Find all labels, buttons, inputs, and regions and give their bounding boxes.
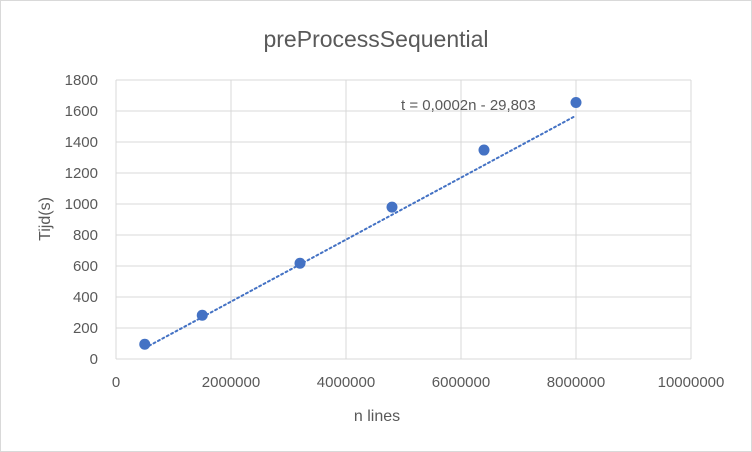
grid: [115, 79, 692, 360]
x-tick-label: 10000000: [658, 374, 725, 391]
y-tick-label: 0: [90, 351, 98, 368]
x-axis-label: n lines: [354, 408, 400, 425]
x-tick-label: 0: [112, 374, 120, 391]
data-point: [196, 309, 208, 321]
y-tick-label: 600: [73, 258, 98, 275]
trendline-group: [143, 114, 577, 350]
data-points: [139, 96, 582, 350]
y-tick-label: 1000: [65, 196, 98, 213]
data-point: [294, 257, 306, 269]
trendline: [143, 114, 577, 350]
y-tick-label: 800: [73, 227, 98, 244]
y-tick-label: 1400: [65, 134, 98, 151]
y-tick-label: 400: [73, 289, 98, 306]
data-point: [478, 144, 490, 156]
data-point: [139, 338, 151, 350]
y-tick-label: 200: [73, 320, 98, 337]
chart-title: preProcessSequential: [263, 26, 488, 52]
trendline-equation: t = 0,0002n - 29,803: [401, 97, 536, 114]
x-tick-label: 6000000: [432, 374, 490, 391]
y-tick-label: 1600: [65, 103, 98, 120]
x-tick-label: 2000000: [202, 374, 260, 391]
x-tick-label: 8000000: [547, 374, 605, 391]
tick-labels: 0 200 400 600 800 1000 1200 1400 1600 1800 0 200000…: [65, 72, 725, 391]
y-tick-label: 1200: [65, 165, 98, 182]
x-tick-label: 4000000: [317, 374, 375, 391]
data-point: [386, 201, 398, 213]
data-point: [570, 96, 582, 108]
y-axis-label: Tijd(s): [37, 197, 54, 241]
y-tick-label: 1800: [65, 72, 98, 89]
